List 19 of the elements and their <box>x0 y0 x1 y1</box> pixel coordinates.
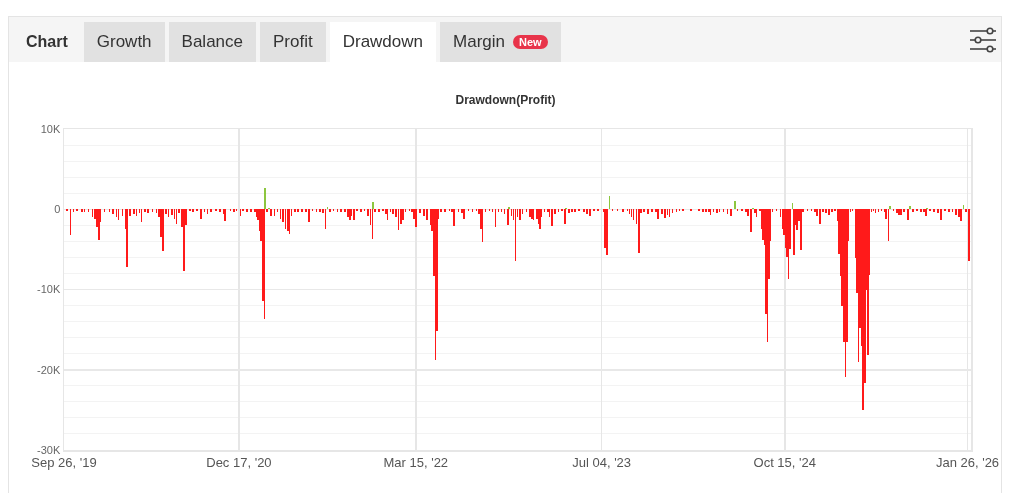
x-tick-label: Jul 04, '23 <box>572 455 632 471</box>
tab: Balance <box>168 22 256 62</box>
tab: Drawdown <box>329 22 436 62</box>
text: Chart <box>25 32 69 52</box>
y-tick-label: -10K <box>37 283 61 296</box>
y-tick-label: -30K <box>37 443 61 456</box>
tab: Profit <box>260 22 326 62</box>
badge: New <box>513 35 548 49</box>
chart-title: Drawdown(Profit) <box>455 93 556 108</box>
y-tick-label: -20K <box>37 363 61 376</box>
y-tick-label: 10K <box>40 122 61 135</box>
x-tick-label: Jan 26, '26 <box>935 455 1000 471</box>
x-tick-label: Sep 26, '19 <box>31 455 97 471</box>
x-tick-label: Dec 17, '20 <box>206 455 272 471</box>
x-tick-label: Oct 15, '24 <box>753 455 816 471</box>
x-tick-label: Mar 15, '22 <box>383 455 449 471</box>
y-tick-label: 0 <box>54 203 61 216</box>
tab: Growth <box>83 22 165 62</box>
tab: Margin New <box>440 22 561 62</box>
